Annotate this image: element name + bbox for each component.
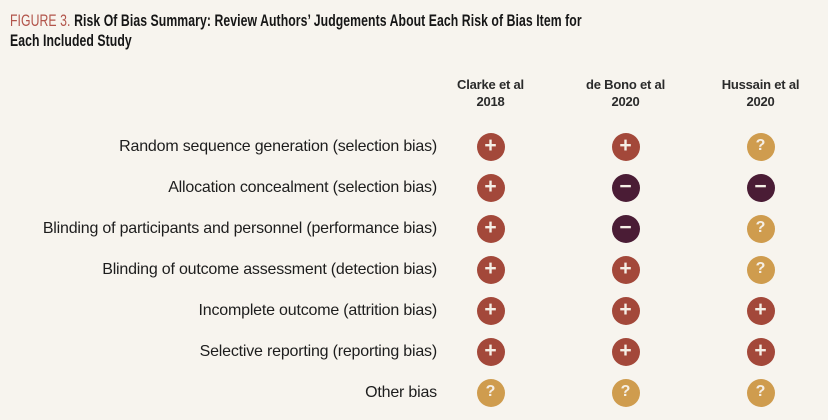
bias-item-label: Random sequence generation (selection bi… bbox=[119, 137, 437, 155]
judgement-cell: ? bbox=[693, 255, 828, 284]
judgement-question-icon: ? bbox=[746, 255, 775, 284]
study-name: de Bono et al bbox=[585, 77, 666, 92]
figure-title-text: Risk Of Bias Summary: Review Authors’ Ju… bbox=[10, 11, 582, 50]
judgement-minus-icon: − bbox=[746, 173, 775, 202]
judgement-cell: + bbox=[558, 296, 693, 325]
judgement-cell: + bbox=[423, 255, 558, 284]
judgement-question-icon: ? bbox=[746, 214, 775, 243]
judgement-cell: − bbox=[693, 173, 828, 202]
bias-item-label-cell: Incomplete outcome (attrition bias) bbox=[0, 302, 438, 320]
bias-item-label-cell: Blinding of participants and personnel (… bbox=[0, 220, 437, 238]
judgement-cell: ? bbox=[423, 378, 558, 407]
figure-title: FIGURE 3. Risk Of Bias Summary: Review Au… bbox=[10, 11, 600, 51]
table-row: Other bias??? bbox=[0, 372, 828, 413]
table-row: Blinding of outcome assessment (detectio… bbox=[0, 249, 828, 290]
bias-item-label-cell: Selective reporting (reporting bias) bbox=[0, 343, 438, 361]
judgement-plus-icon: + bbox=[476, 214, 505, 243]
judgement-cell: + bbox=[558, 132, 693, 161]
judgement-plus-icon: + bbox=[476, 173, 505, 202]
judgement-cell: + bbox=[423, 173, 558, 202]
judgement-cell: ? bbox=[558, 378, 693, 407]
figure-number-label: FIGURE 3. bbox=[10, 11, 71, 30]
judgement-cell: − bbox=[558, 214, 693, 243]
judgement-minus-icon: − bbox=[611, 214, 640, 243]
bias-item-label-cell: Other bias bbox=[0, 384, 437, 402]
judgement-plus-icon: + bbox=[476, 255, 505, 284]
judgement-question-icon: ? bbox=[476, 378, 505, 407]
bias-item-label: Blinding of participants and personnel (… bbox=[42, 219, 437, 237]
judgement-cell: ? bbox=[693, 214, 828, 243]
judgement-cell: + bbox=[558, 255, 693, 284]
study-name: Clarke et al bbox=[457, 77, 524, 92]
judgement-plus-icon: + bbox=[476, 337, 505, 366]
table-row: Incomplete outcome (attrition bias) + + + bbox=[0, 290, 828, 331]
judgement-cell: + bbox=[558, 337, 693, 366]
judgement-question-icon: ? bbox=[611, 378, 640, 407]
bias-table: Random sequence generation (selection bi… bbox=[0, 126, 828, 413]
judgement-cell: + bbox=[693, 296, 828, 325]
judgement-plus-icon: + bbox=[611, 255, 640, 284]
judgement-plus-icon: + bbox=[746, 337, 775, 366]
column-header-study-0: Clarke et al 2018 bbox=[423, 76, 558, 110]
bias-item-label: Allocation concealment (selection bias) bbox=[168, 178, 437, 196]
bias-item-label: Other bias bbox=[365, 383, 437, 401]
study-year: 2018 bbox=[476, 94, 505, 109]
table-row: Allocation concealment (selection bias) +… bbox=[0, 167, 828, 208]
bias-item-label-cell: Random sequence generation (selection bi… bbox=[0, 138, 437, 156]
judgement-cell: ? bbox=[693, 132, 828, 161]
judgement-question-icon: ? bbox=[746, 378, 775, 407]
judgement-cell: − bbox=[558, 173, 693, 202]
column-headers: Clarke et al 2018 de Bono et al 2020 Hussain… bbox=[0, 76, 828, 110]
judgement-cell: + bbox=[423, 337, 558, 366]
bias-item-label-cell: Allocation concealment (selection bias) bbox=[0, 179, 437, 197]
judgement-plus-icon: + bbox=[476, 296, 505, 325]
table-row: Random sequence generation (selection bi… bbox=[0, 126, 828, 167]
study-year: 2020 bbox=[746, 94, 775, 109]
column-header-study-1: de Bono et al 2020 bbox=[558, 76, 693, 110]
bias-item-label: Blinding of outcome assessment (detectio… bbox=[102, 260, 437, 278]
judgement-cell: ? bbox=[693, 378, 828, 407]
judgement-question-icon: ? bbox=[746, 132, 775, 161]
judgement-plus-icon: + bbox=[611, 337, 640, 366]
bias-item-label-cell: Blinding of outcome assessment (detectio… bbox=[0, 261, 437, 279]
judgement-plus-icon: + bbox=[746, 296, 775, 325]
judgement-plus-icon: + bbox=[611, 296, 640, 325]
judgement-cell: + bbox=[423, 132, 558, 161]
column-header-study-2: Hussain et al 2020 bbox=[693, 76, 828, 110]
bias-item-label: Incomplete outcome (attrition bias) bbox=[198, 301, 438, 319]
judgement-minus-icon: − bbox=[611, 173, 640, 202]
bias-item-label: Selective reporting (reporting bias) bbox=[199, 342, 438, 360]
study-name: Hussain et al bbox=[721, 77, 800, 92]
table-row: Blinding of participants and personnel (… bbox=[0, 208, 828, 249]
judgement-cell: + bbox=[423, 296, 558, 325]
table-row: Selective reporting (reporting bias) + + + bbox=[0, 331, 828, 372]
judgement-cell: + bbox=[423, 214, 558, 243]
judgement-plus-icon: + bbox=[611, 132, 640, 161]
judgement-plus-icon: + bbox=[476, 132, 505, 161]
judgement-cell: + bbox=[693, 337, 828, 366]
study-year: 2020 bbox=[611, 94, 640, 109]
